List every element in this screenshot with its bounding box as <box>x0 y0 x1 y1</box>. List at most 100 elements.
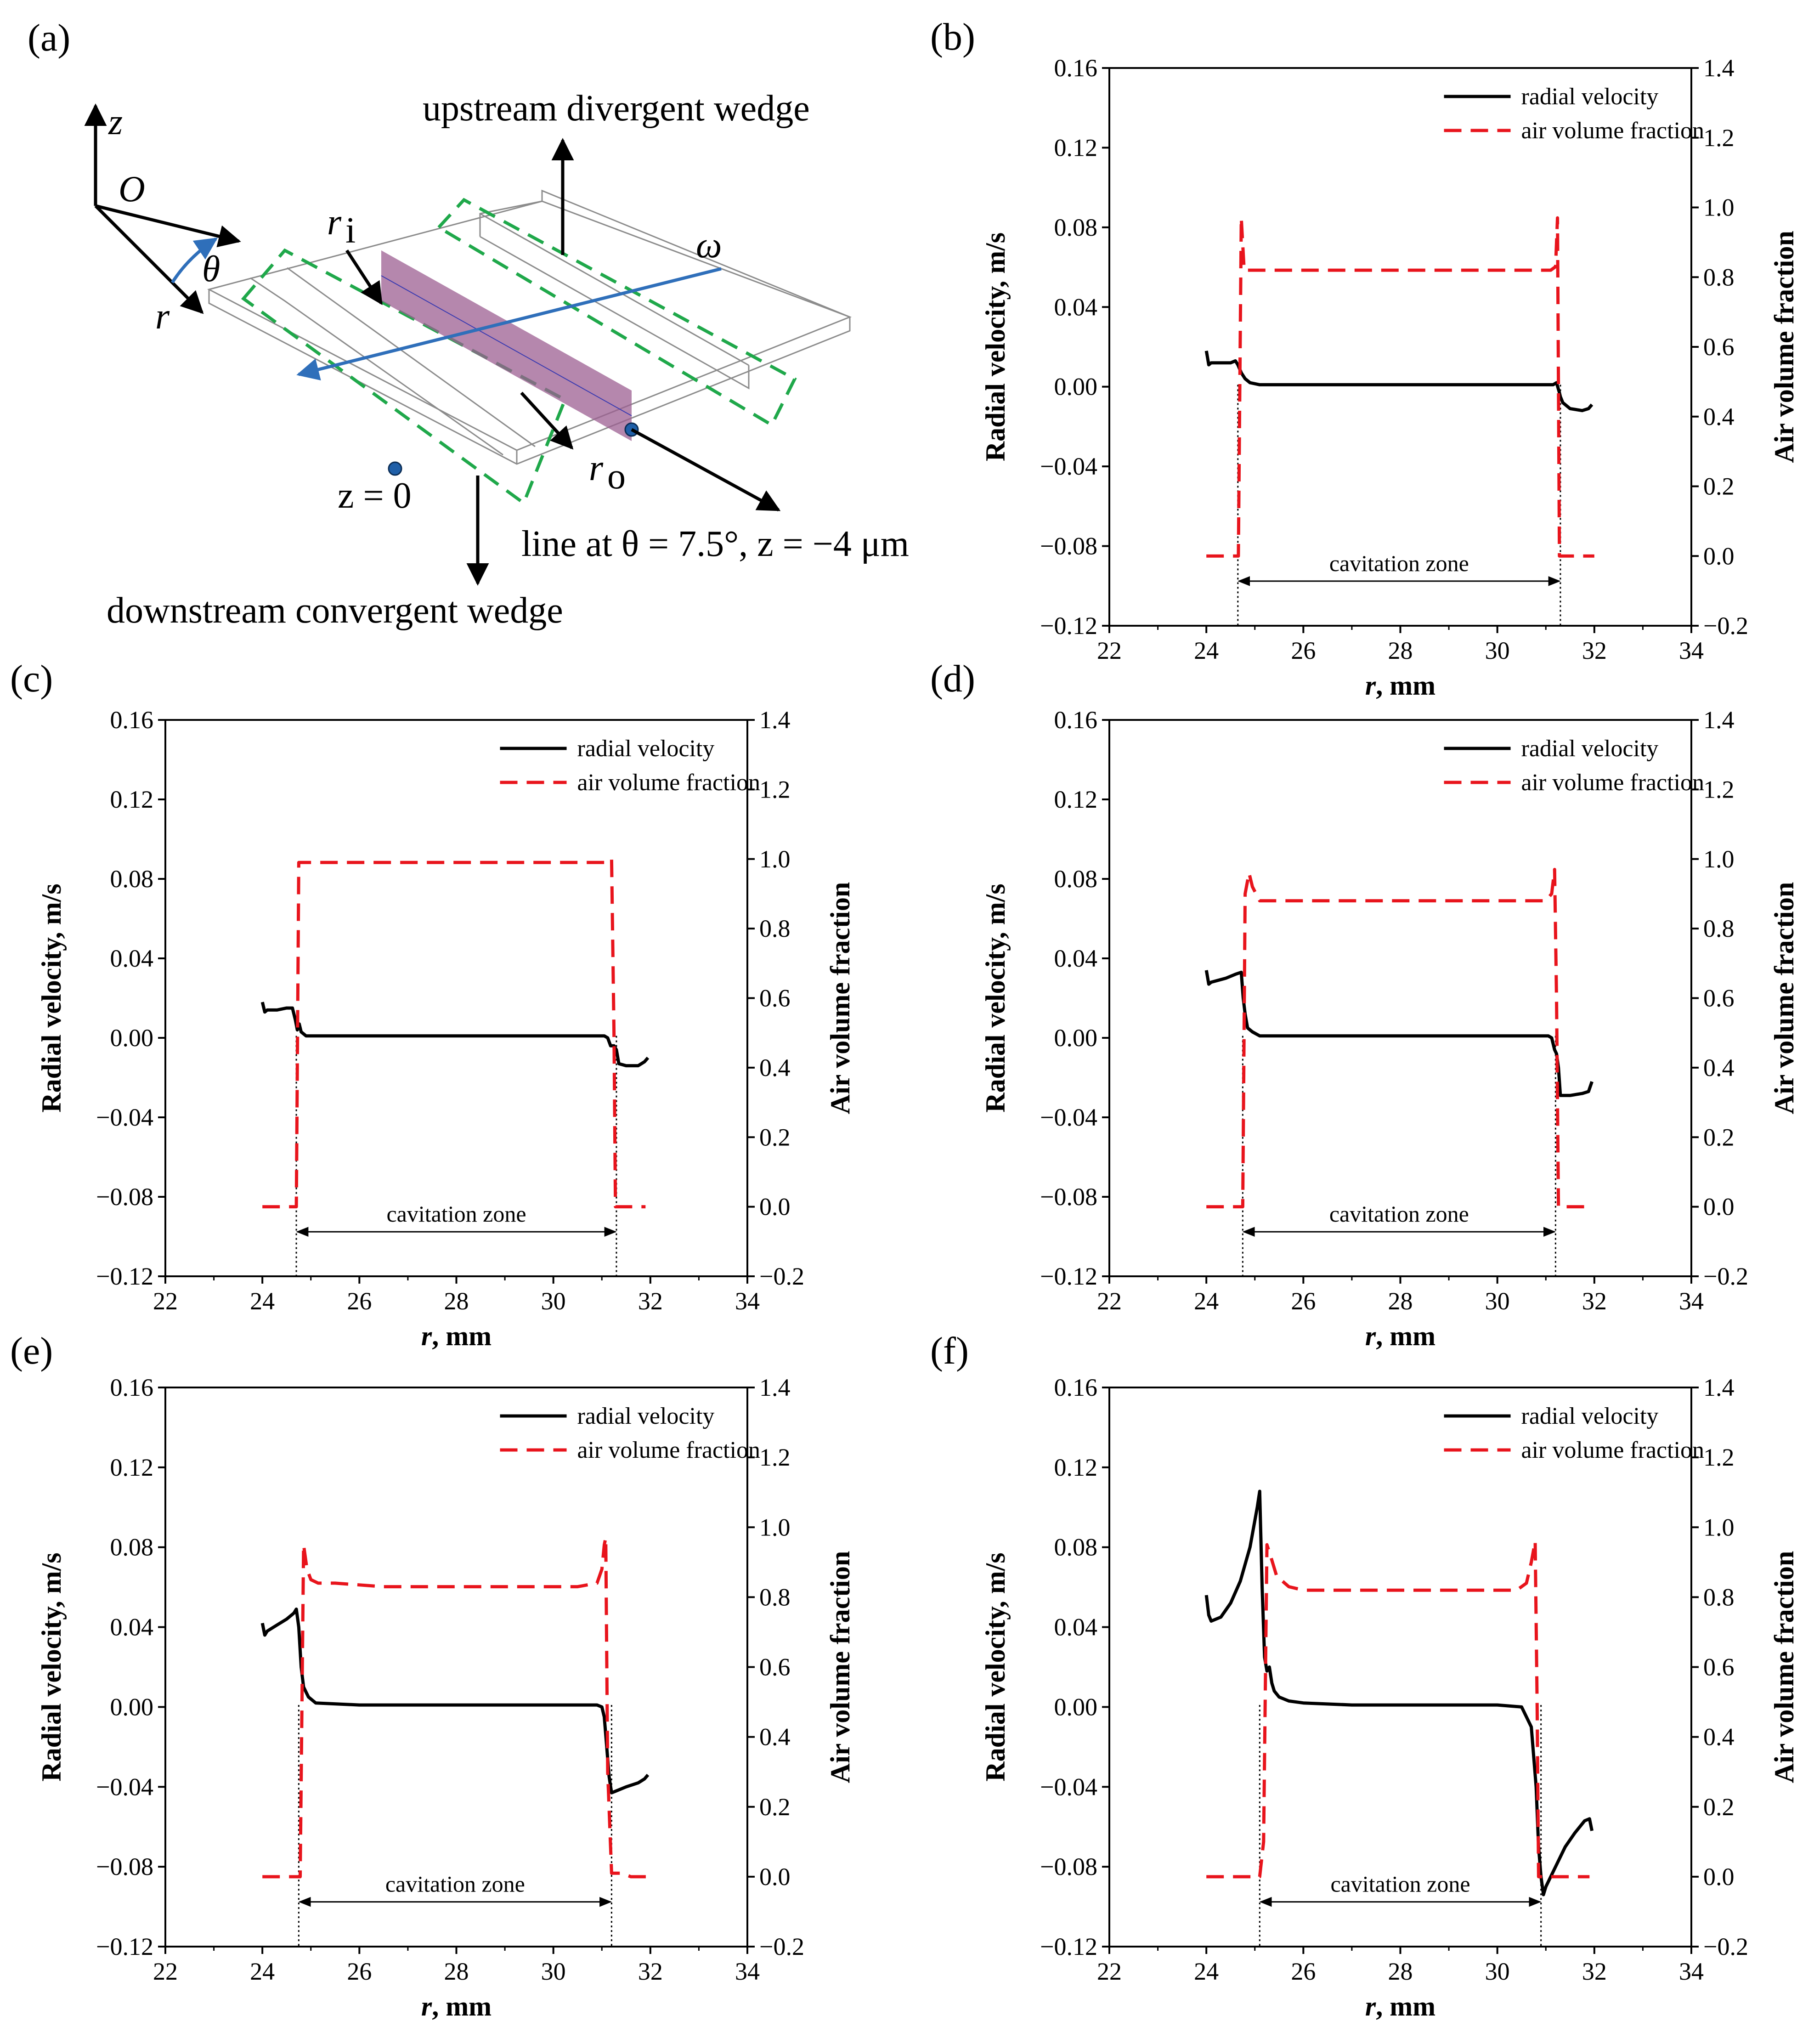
y-tick-label: −0.12 <box>1040 612 1097 640</box>
y2-tick-label: 1.4 <box>1703 706 1735 734</box>
legend-label: radial velocity <box>1521 84 1659 110</box>
x-tick-label: 24 <box>1194 1958 1219 1985</box>
y-tick-label: −0.08 <box>96 1183 153 1211</box>
y-tick-label: 0.00 <box>1054 1693 1098 1721</box>
y-tick-label: −0.12 <box>96 1933 153 1960</box>
y-tick-label: 0.00 <box>1054 373 1098 401</box>
y2-tick-label: 1.0 <box>759 845 791 873</box>
y2-tick-label: 0.0 <box>1703 542 1735 570</box>
zone-annotation: cavitation zone <box>1329 550 1469 576</box>
y2-tick-label: 0.0 <box>1703 1193 1735 1221</box>
theta-label: θ <box>202 249 220 289</box>
legend-label: air volume fraction <box>577 770 761 796</box>
x-tick-label: 34 <box>1679 637 1704 664</box>
y-tick-label: 0.00 <box>1054 1024 1098 1052</box>
y-tick-label: 0.04 <box>110 945 154 972</box>
x-axis-label: r, mm <box>1365 670 1435 701</box>
y-tick-label: 0.04 <box>110 1614 154 1641</box>
x-tick-label: 22 <box>1097 637 1122 664</box>
chart-panel-f: (f) 22 24 26 28 30 32 34 −0.12 −0.08 −0.04 0.00 0.04… <box>930 1330 1797 2021</box>
y-tick-label: −0.12 <box>1040 1933 1097 1960</box>
schematic-panel: (a) z O θ r <box>28 17 909 631</box>
x-tick-label: 28 <box>1388 1287 1413 1315</box>
ro-label: r <box>589 448 604 488</box>
y2-tick-label: 0.4 <box>759 1723 791 1751</box>
x-tick-label: 34 <box>735 1287 760 1315</box>
legend-label: radial velocity <box>1521 1403 1659 1429</box>
plot-frame-d <box>1108 719 1692 1277</box>
z-axis-label: z <box>108 102 123 142</box>
x-axis-label: r, mm <box>421 1321 492 1351</box>
downstream-wedge-region <box>241 248 567 506</box>
section-line <box>381 275 632 416</box>
y-tick-label: 0.16 <box>110 1374 154 1401</box>
x-tick-label: 32 <box>1582 1287 1607 1315</box>
y2-tick-label: 1.0 <box>1703 194 1735 221</box>
chart-panel-b: (b) 22 24 26 28 30 32 34 −0.12 −0.08 −0.04 0.00 0.04… <box>930 16 1797 701</box>
x-tick-label: 34 <box>1679 1958 1704 1985</box>
x-tick-label: 22 <box>153 1287 178 1315</box>
panel-label-d: (d) <box>930 657 975 700</box>
y2-tick-label: −0.2 <box>759 1933 804 1960</box>
x-tick-label: 24 <box>250 1958 275 1985</box>
y-tick-label: 0.00 <box>110 1024 154 1052</box>
y-tick-label: 0.12 <box>110 786 154 813</box>
y-tick-label: 0.12 <box>1054 1454 1098 1481</box>
y-tick-label: −0.08 <box>96 1853 153 1880</box>
x-tick-label: 26 <box>1291 1958 1316 1985</box>
y2-tick-label: 1.0 <box>1703 1513 1735 1541</box>
y2-tick-label: −0.2 <box>1703 612 1748 640</box>
y2-tick-label: 1.2 <box>759 1444 791 1471</box>
series-radial-velocity <box>260 1608 650 1795</box>
y2-tick-label: 0.4 <box>1703 1723 1735 1751</box>
legend-label: air volume fraction <box>1521 770 1705 796</box>
y-axis-label: Radial velocity, m/s <box>980 232 1011 461</box>
x-axis-label: r, mm <box>1365 1991 1435 2021</box>
x-tick-label: 22 <box>1097 1287 1122 1315</box>
y-tick-label: 0.04 <box>1054 293 1098 321</box>
ro-arrow <box>520 391 574 450</box>
y-tick-label: 0.08 <box>1054 865 1098 893</box>
y-tick-label: −0.04 <box>96 1104 153 1131</box>
y2-tick-label: 0.6 <box>759 985 791 1012</box>
y2-tick-label: 0.0 <box>759 1193 791 1221</box>
y2-tick-label: 0.6 <box>1703 333 1735 361</box>
y2-tick-label: 0.2 <box>1703 1793 1735 1821</box>
legend-label: radial velocity <box>577 736 715 762</box>
y2-tick-label: 0.2 <box>759 1793 791 1821</box>
x-tick-label: 34 <box>735 1958 760 1985</box>
x-tick-label: 24 <box>1194 1287 1219 1315</box>
x-tick-label: 30 <box>1485 637 1510 664</box>
series-radial-velocity <box>260 1002 650 1068</box>
zone-annotation: cavitation zone <box>386 1201 526 1227</box>
y-tick-label: 0.04 <box>1054 1614 1098 1641</box>
origin-label: O <box>119 169 145 209</box>
panel-label-f: (f) <box>930 1330 969 1372</box>
y-axis-label: Radial velocity, m/s <box>36 1552 67 1781</box>
chart-panel-d: (d) 22 24 26 28 30 32 34 −0.12 −0.08 −0.04 0.00 0.04… <box>930 657 1797 1351</box>
x-tick-label: 22 <box>153 1958 178 1985</box>
zone-annotation: cavitation zone <box>385 1871 525 1897</box>
y2-tick-label: 0.6 <box>1703 1653 1735 1681</box>
upstream-label: upstream divergent wedge <box>423 88 810 129</box>
y2-tick-label: 0.6 <box>759 1653 791 1681</box>
ri-arrow <box>345 249 383 306</box>
y2-axis-label: Air volume fraction <box>825 882 855 1114</box>
y2-tick-label: 0.8 <box>759 1583 791 1611</box>
y2-tick-label: 0.8 <box>759 915 791 942</box>
downstream-label: downstream convergent wedge <box>107 590 563 631</box>
chart-panel-c: (c) 22 24 26 28 30 32 34 −0.12 −0.08 −0.04 0.00 0.04… <box>10 657 855 1351</box>
y-tick-label: 0.00 <box>110 1693 154 1721</box>
y-tick-label: 0.16 <box>1054 706 1098 734</box>
panel-label-e: (e) <box>10 1330 53 1372</box>
series-air-volume-fraction <box>1206 868 1590 1209</box>
plot-frame-c <box>164 719 748 1277</box>
theta-reference-arrow <box>95 204 241 248</box>
y-tick-label: 0.12 <box>1054 786 1098 813</box>
y-axis-label: Radial velocity, m/s <box>980 1552 1011 1781</box>
y-tick-label: −0.08 <box>1040 1853 1097 1880</box>
omega-label: ω <box>696 225 722 266</box>
x-tick-label: 32 <box>1582 1958 1607 1985</box>
y2-tick-label: 0.0 <box>1703 1863 1735 1891</box>
